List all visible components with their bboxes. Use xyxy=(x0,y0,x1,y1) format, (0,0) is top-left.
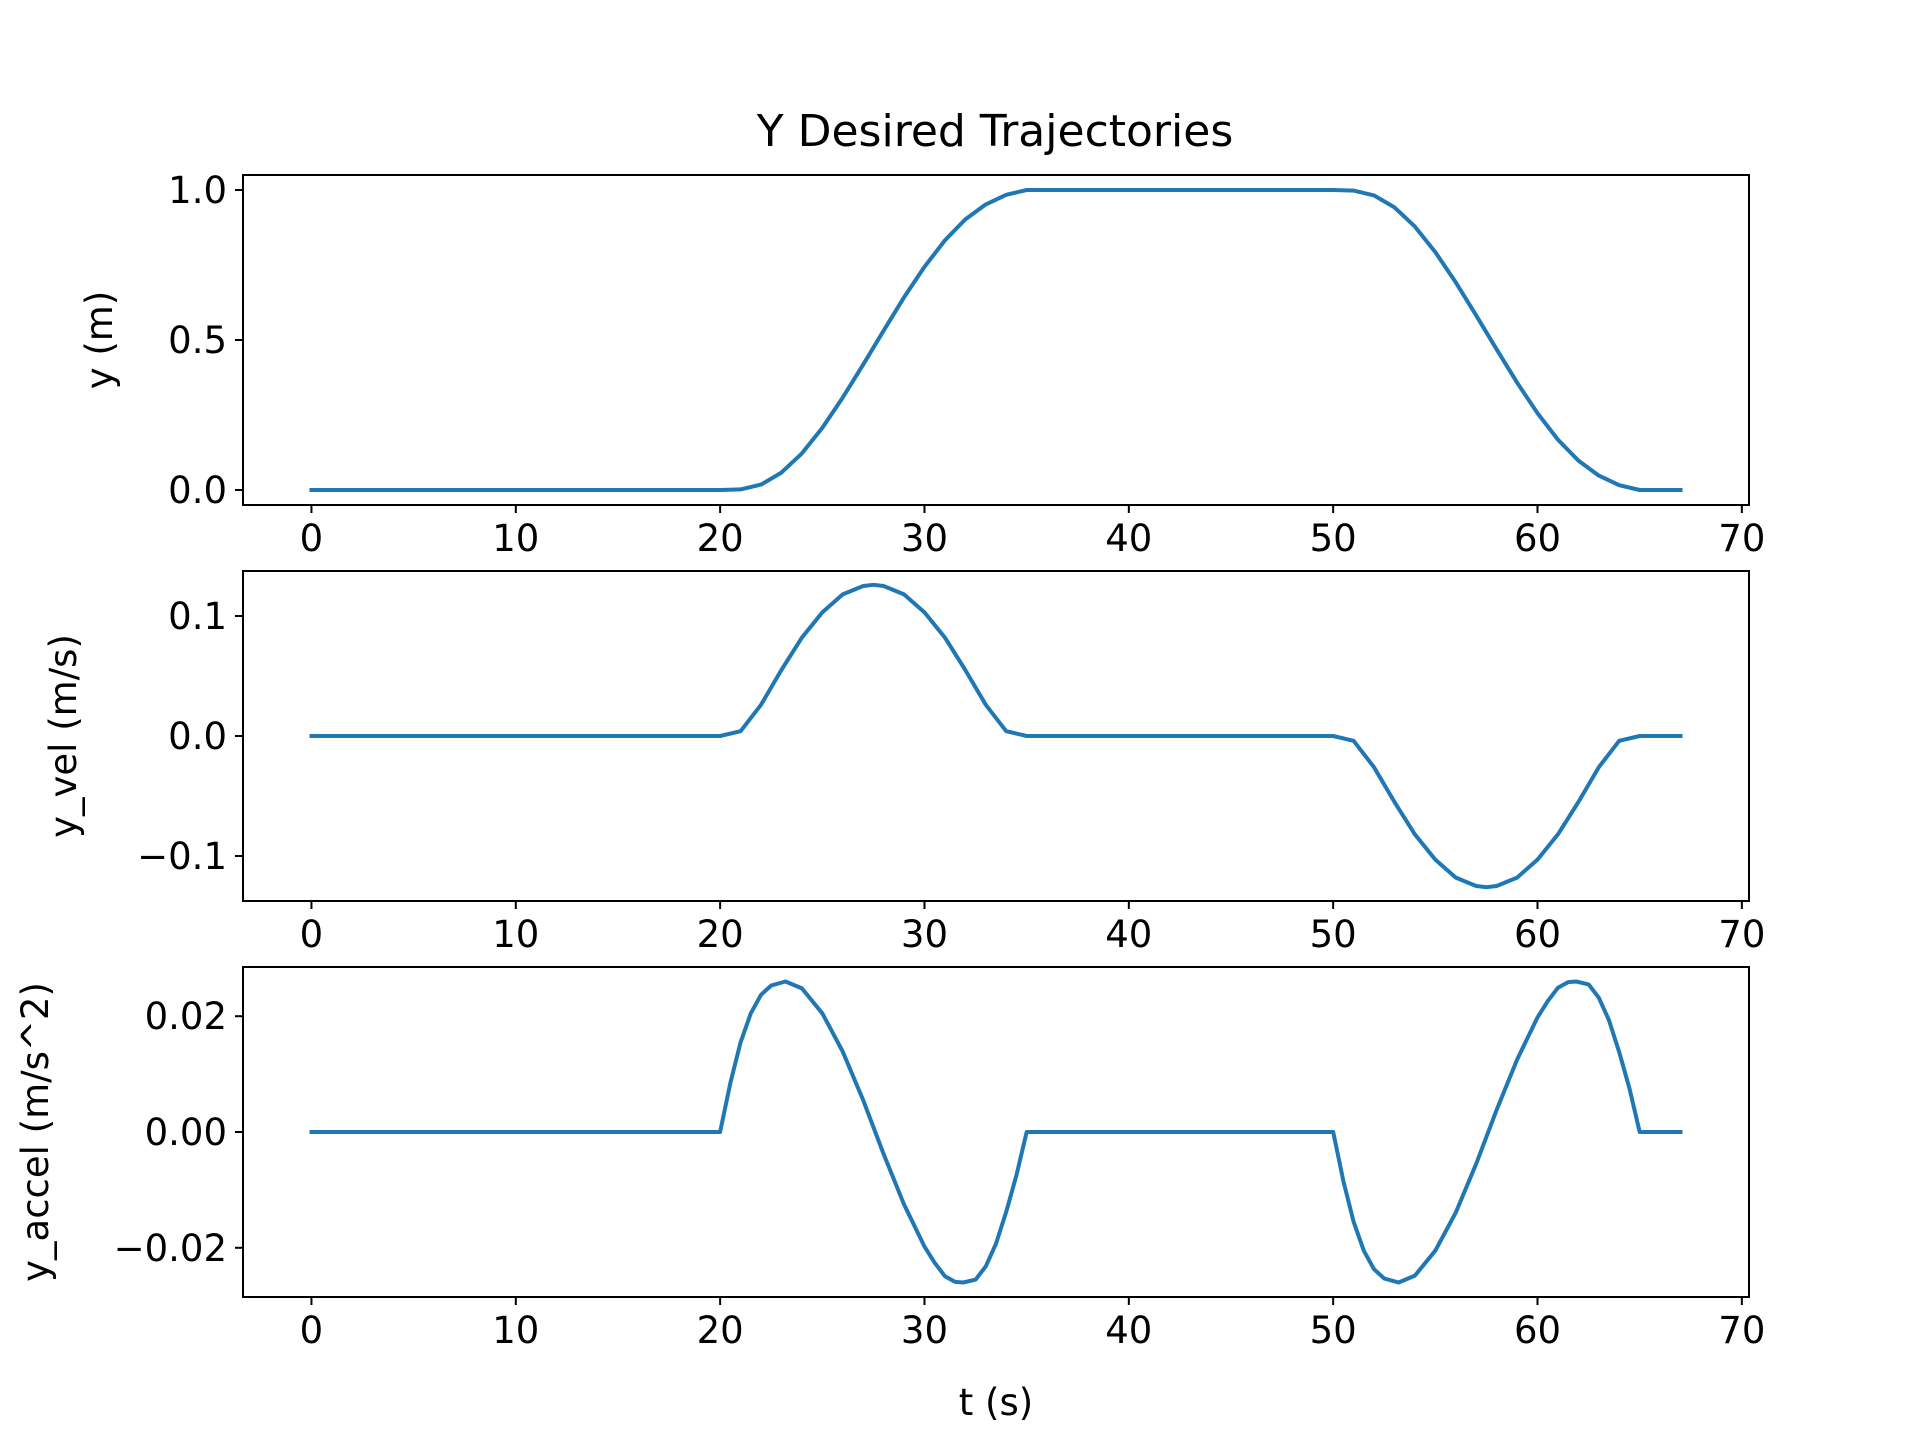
axes-position: 0 10 20 30 40 50 60 70 0.0 0.5 1.0 y (m) xyxy=(78,169,1765,560)
velocity-xtick-label: 70 xyxy=(1718,913,1765,956)
axes-velocity: 0 10 20 30 40 50 60 70 −0.1 0.0 0.1 y_vel (m/s) xyxy=(42,570,1765,956)
acceleration-ytick-label: 0.02 xyxy=(145,995,227,1038)
velocity-ytick-label: −0.1 xyxy=(137,835,227,878)
acceleration-xtick-label: 0 xyxy=(300,1309,324,1352)
position-series-line-0 xyxy=(309,188,1683,492)
acceleration-xtick-label: 60 xyxy=(1514,1309,1561,1352)
figure-title: Y Desired Trajectories xyxy=(756,106,1234,157)
position-ylabel: y (m) xyxy=(78,291,121,390)
position-ytick-label: 0.5 xyxy=(168,319,227,362)
velocity-xtick-label: 60 xyxy=(1514,913,1561,956)
velocity-xtick-label: 20 xyxy=(697,913,744,956)
acceleration-ylabel: y_accel (m/s^2) xyxy=(14,982,57,1282)
acceleration-xtick-label: 50 xyxy=(1310,1309,1357,1352)
acceleration-xtick-label: 30 xyxy=(901,1309,948,1352)
acceleration-xlabel: t (s) xyxy=(959,1381,1033,1424)
velocity-series-line-0 xyxy=(309,582,1683,890)
position-xtick-label: 60 xyxy=(1514,517,1561,560)
acceleration-xtick-label: 20 xyxy=(697,1309,744,1352)
velocity-xtick-label: 30 xyxy=(901,913,948,956)
velocity-ytick-label: 0.0 xyxy=(168,715,227,758)
acceleration-xtick-label: 10 xyxy=(492,1309,539,1352)
position-xtick-label: 30 xyxy=(901,517,948,560)
position-ytick-label: 1.0 xyxy=(168,169,227,212)
acceleration-ytick-label: −0.02 xyxy=(114,1227,227,1270)
velocity-xtick-label: 40 xyxy=(1105,913,1152,956)
position-xtick-label: 70 xyxy=(1718,517,1765,560)
position-xtick-label: 50 xyxy=(1310,517,1357,560)
acceleration-series-line-0 xyxy=(309,979,1683,1285)
velocity-xtick-label: 0 xyxy=(300,913,324,956)
position-xtick-label: 0 xyxy=(300,517,324,560)
position-ytick-label: 0.0 xyxy=(168,469,227,512)
velocity-ylabel: y_vel (m/s) xyxy=(42,634,85,838)
velocity-ytick-label: 0.1 xyxy=(168,595,227,638)
acceleration-xtick-label: 70 xyxy=(1718,1309,1765,1352)
velocity-xtick-label: 10 xyxy=(492,913,539,956)
acceleration-xtick-label: 40 xyxy=(1105,1309,1152,1352)
position-xtick-label: 20 xyxy=(697,517,744,560)
axes-acceleration: 0 10 20 30 40 50 60 70 −0.02 0.00 0.02 y_accel (m/s… xyxy=(14,966,1765,1424)
position-xtick-label: 40 xyxy=(1105,517,1152,560)
velocity-xtick-label: 50 xyxy=(1310,913,1357,956)
position-xtick-label: 10 xyxy=(492,517,539,560)
acceleration-ytick-label: 0.00 xyxy=(145,1111,227,1154)
